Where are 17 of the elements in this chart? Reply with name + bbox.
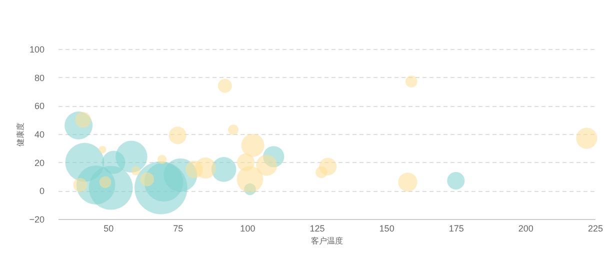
x-tick-label: 175 [448,224,464,234]
y-tick-label: 60 [34,101,44,112]
y-tick-label: 40 [34,130,44,140]
y-tick-label: 100 [29,44,44,54]
y-tick-label: 0 [39,186,44,196]
x-axis-title: 客户温度 [311,236,343,246]
x-tick-label: 75 [173,224,184,234]
x-tick-label: 225 [588,224,604,234]
x-tick-label: 150 [379,224,394,234]
y-axis-title: 健康度 [16,122,26,146]
y-tick-label: 80 [34,72,44,83]
y-tick-label: 20 [34,158,44,168]
x-tick-label: 125 [310,224,325,234]
x-tick-label: 200 [518,224,534,234]
x-tick-label: 50 [104,224,114,234]
y-tick-label: −20 [29,214,44,224]
x-tick-label: 100 [240,224,256,234]
